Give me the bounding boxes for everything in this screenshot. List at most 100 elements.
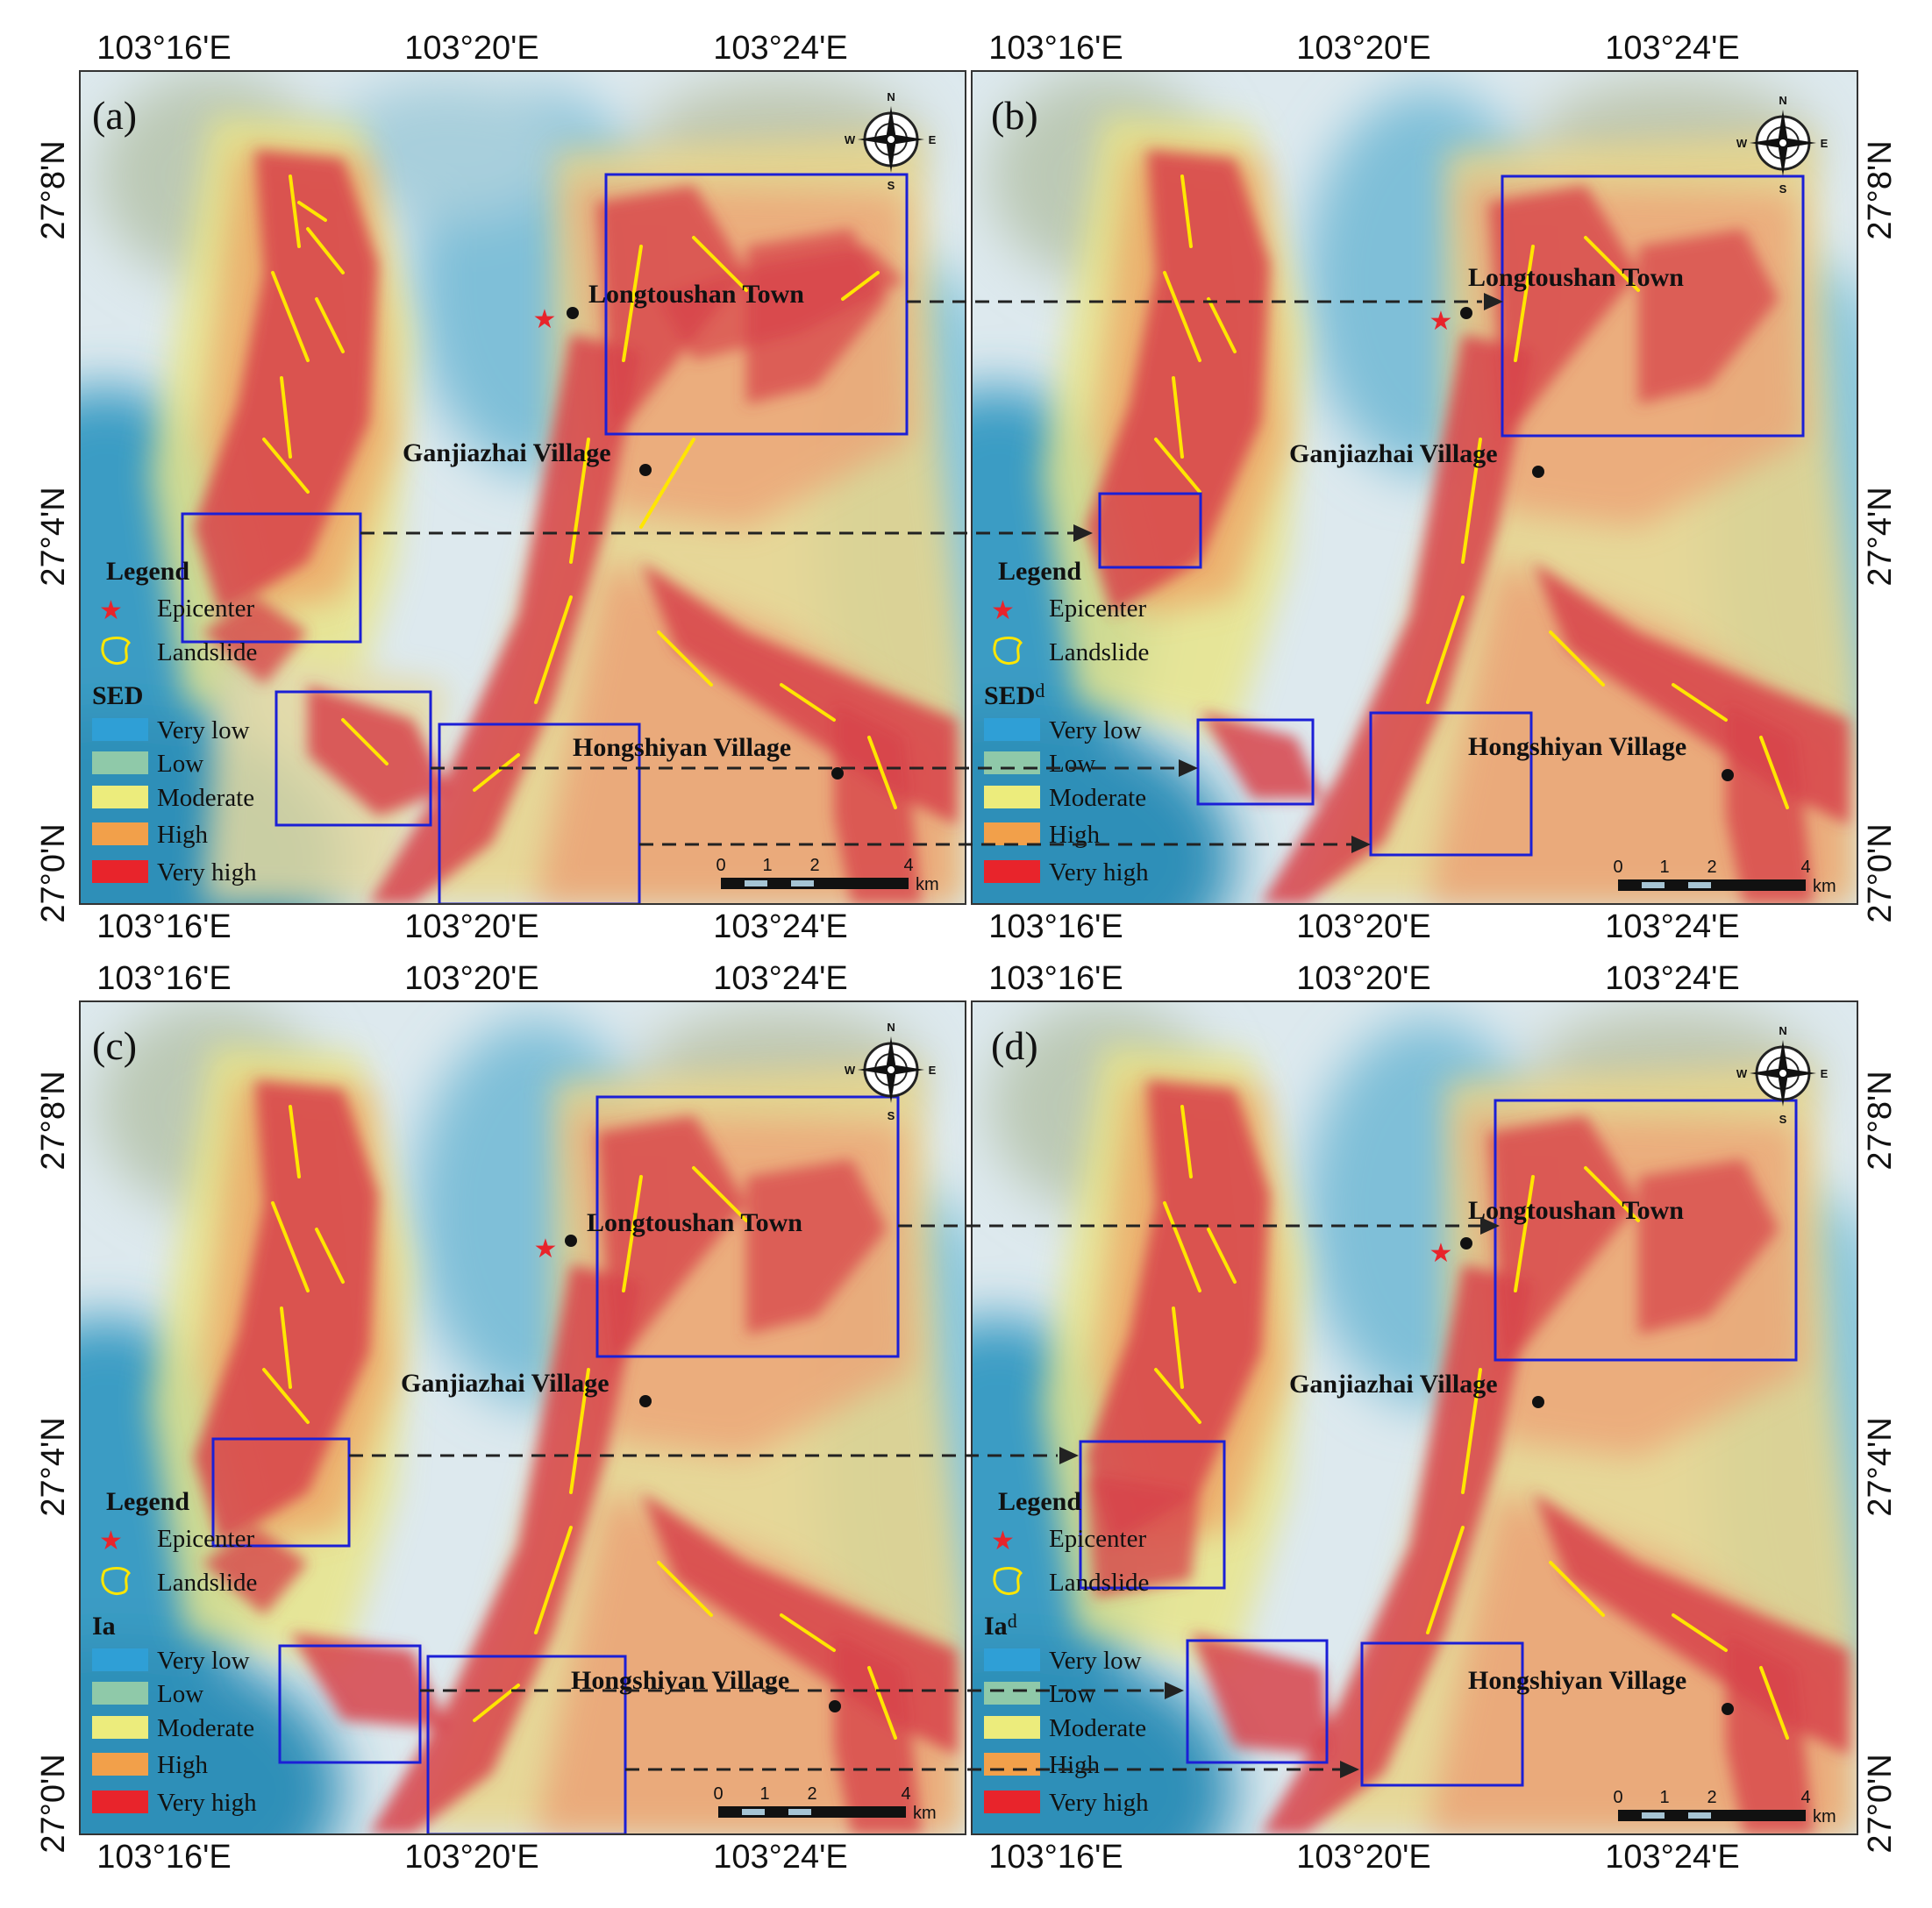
svg-text:2: 2 — [1707, 858, 1716, 877]
svg-text:103°16'E: 103°16'E — [988, 30, 1123, 67]
svg-text:S: S — [888, 1109, 895, 1122]
class-label-high-a: High — [157, 821, 209, 849]
svg-text:W: W — [1736, 1067, 1748, 1080]
svg-text:103°24'E: 103°24'E — [1605, 30, 1739, 67]
map-frame-c: (c) N S E W ★ Longtoushan Town Ganjiazha… — [80, 1001, 966, 1834]
panel-letter-b: (b) — [991, 93, 1038, 138]
legend-landslide-icon — [101, 637, 131, 665]
svg-text:km: km — [916, 875, 939, 894]
legend-epicenter-label-a: Epicenter — [157, 594, 254, 623]
svg-text:1: 1 — [762, 856, 772, 875]
svg-text:27°4'N: 27°4'N — [35, 1417, 72, 1516]
svg-text:103°16'E: 103°16'E — [988, 1839, 1123, 1876]
class-swatches-a — [92, 718, 148, 883]
svg-text:103°20'E: 103°20'E — [1296, 960, 1430, 997]
epicenter-icon: ★ — [533, 305, 557, 334]
index-title-d: Iad — [984, 1610, 1017, 1641]
svg-text:27°8'N: 27°8'N — [1862, 1071, 1899, 1170]
svg-text:103°24'E: 103°24'E — [713, 960, 847, 997]
focus-box-southwest-d — [1186, 1639, 1329, 1764]
panel-letter-c: (c) — [92, 1023, 137, 1068]
svg-text:2: 2 — [807, 1784, 816, 1804]
legend-b: Legend ★ Epicenter Landslide SEDd Very l… — [984, 557, 1149, 886]
scale-bar-b: 0 1 2 4 km — [1613, 858, 1836, 896]
village2-marker — [831, 767, 844, 780]
svg-text:Very low: Very low — [157, 1647, 250, 1675]
town-label-c: Longtoushan Town — [587, 1208, 802, 1237]
svg-text:N: N — [887, 1021, 895, 1034]
scale-bar-c: 0 1 2 4 km — [713, 1784, 936, 1823]
svg-text:km: km — [1813, 877, 1836, 896]
village2-label-b: Hongshiyan Village — [1468, 732, 1686, 761]
svg-text:Epicenter: Epicenter — [1049, 1525, 1146, 1553]
focus-box-west-b — [1098, 492, 1202, 569]
index-title-b: SEDd — [984, 680, 1044, 710]
svg-text:27°4'N: 27°4'N — [1862, 1417, 1899, 1516]
legend-epicenter-icon: ★ — [99, 1527, 123, 1556]
village1-label-b: Ganjiazhai Village — [1289, 439, 1498, 468]
index-title-a: SED — [92, 681, 143, 710]
svg-text:0: 0 — [716, 856, 725, 875]
svg-text:103°24'E: 103°24'E — [713, 1839, 847, 1876]
svg-text:Moderate: Moderate — [157, 1714, 254, 1742]
town-label-b: Longtoushan Town — [1468, 263, 1684, 292]
svg-text:Landslide: Landslide — [1049, 1569, 1149, 1597]
svg-text:Moderate: Moderate — [1049, 784, 1146, 812]
focus-box-town-b — [1501, 174, 1805, 438]
village1-label-a: Ganjiazhai Village — [403, 438, 611, 467]
lat-left-1-a: 27°8'N — [35, 140, 72, 239]
svg-text:E: E — [1821, 137, 1829, 150]
svg-text:4: 4 — [1800, 1788, 1810, 1807]
svg-text:W: W — [1736, 137, 1748, 150]
compass-c: N S E W — [845, 1021, 937, 1122]
scale-bar-a: 0 1 2 4 km — [716, 856, 938, 894]
focus-box-west-c — [211, 1437, 351, 1548]
svg-text:S: S — [1779, 182, 1787, 196]
lon-bottom-2-a: 103°20'E — [404, 908, 538, 945]
village1-label-d: Ganjiazhai Village — [1289, 1370, 1498, 1399]
village1-marker — [639, 464, 652, 476]
svg-text:Very high: Very high — [1049, 858, 1149, 886]
map-frame-b: (b) N S E W ★ Longtoushan Town Ganjiazha… — [972, 71, 1857, 904]
svg-text:103°24'E: 103°24'E — [1605, 1839, 1739, 1876]
panel-b: (b) N S E W ★ Longtoushan Town Ganjiazha… — [971, 30, 1899, 945]
class-label-low-a: Low — [157, 750, 203, 778]
svg-text:Landslide: Landslide — [157, 1569, 257, 1597]
focus-box-south-a — [438, 723, 641, 904]
svg-text:103°24'E: 103°24'E — [1605, 908, 1739, 945]
svg-text:Very high: Very high — [1049, 1789, 1149, 1817]
focus-box-southwest-c — [278, 1644, 422, 1764]
index-title-c: Ia — [92, 1612, 116, 1641]
svg-text:Landslide: Landslide — [1049, 638, 1149, 666]
svg-text:N: N — [1779, 1024, 1786, 1037]
map-frame-a: (a) N S E W ★ Longtoushan Town Ganjiazha… — [80, 71, 966, 904]
svg-text:4: 4 — [903, 856, 913, 875]
focus-box-town-d — [1494, 1099, 1798, 1362]
svg-text:27°8'N: 27°8'N — [35, 1071, 72, 1170]
panel-c: (c) N S E W ★ Longtoushan Town Ganjiazha… — [35, 960, 966, 1876]
svg-text:E: E — [929, 1064, 937, 1077]
lon-top-1-a: 103°16'E — [96, 30, 231, 67]
svg-text:Very high: Very high — [157, 1789, 257, 1817]
legend-epicenter-icon: ★ — [991, 1527, 1015, 1556]
svg-text:103°20'E: 103°20'E — [1296, 1839, 1430, 1876]
svg-text:High: High — [1049, 1751, 1101, 1779]
epicenter-icon: ★ — [534, 1235, 558, 1264]
svg-text:W: W — [845, 1064, 856, 1077]
compass-d: N S E W — [1736, 1024, 1829, 1126]
legend-c: Legend ★ Epicenter Landslide Ia Very low… — [92, 1487, 257, 1817]
svg-text:Very low: Very low — [1049, 1647, 1142, 1675]
svg-text:4: 4 — [901, 1784, 910, 1804]
focus-box-south-b — [1369, 711, 1533, 857]
focus-box-west-d — [1079, 1440, 1226, 1590]
legend-a: Legend ★ Epicenter Landslide SED Very lo… — [92, 557, 257, 886]
epicenter-icon: ★ — [1429, 1239, 1453, 1268]
svg-text:Moderate: Moderate — [1049, 1714, 1146, 1742]
svg-text:103°24'E: 103°24'E — [1605, 960, 1739, 997]
svg-text:0: 0 — [713, 1784, 723, 1804]
focus-box-south-c — [426, 1655, 627, 1834]
focus-boxes-a — [181, 173, 909, 904]
legend-d: Legend ★ Epicenter Landslide Iad Very lo… — [984, 1487, 1149, 1817]
svg-text:High: High — [157, 1751, 209, 1779]
